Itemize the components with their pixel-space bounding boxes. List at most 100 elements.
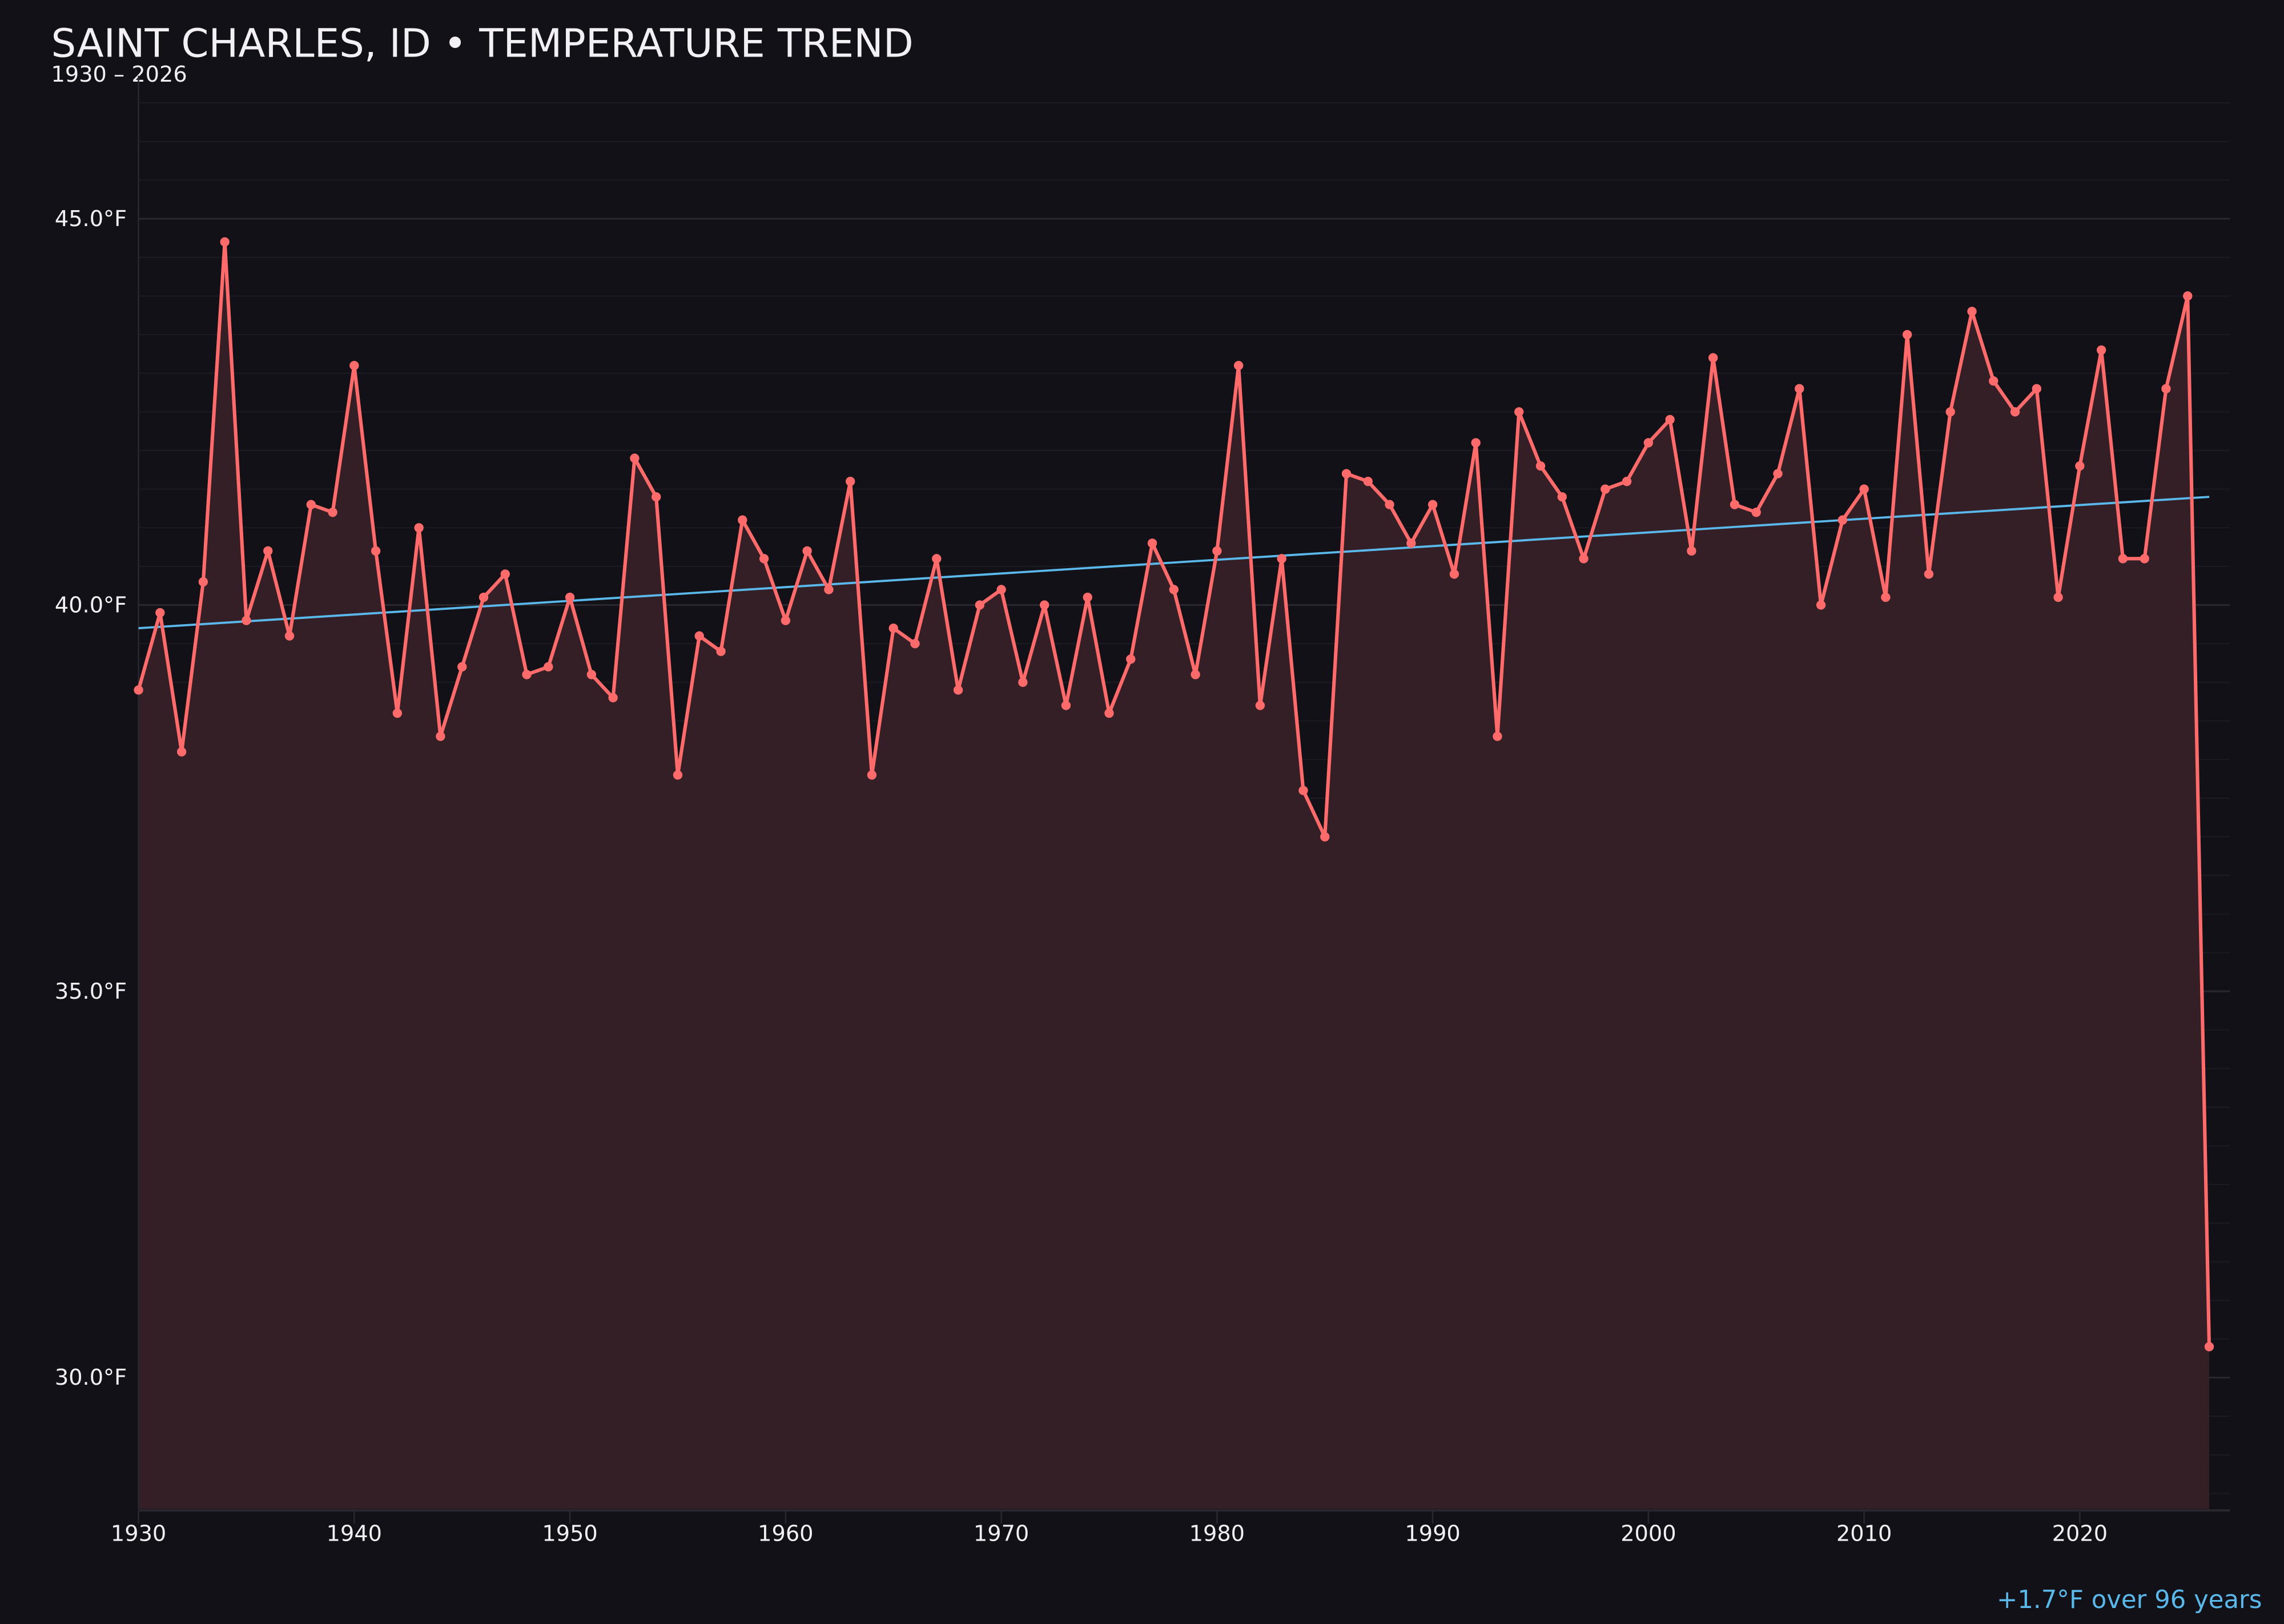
chart-subtitle: 1930 – 2026 — [51, 62, 187, 87]
data-point — [824, 585, 834, 594]
data-point — [134, 685, 143, 695]
data-point — [2161, 384, 2171, 393]
data-point — [759, 554, 769, 564]
y-axis-ticks: 30.0°F 35.0°F 40.0°F 45.0°F — [55, 206, 127, 1390]
data-point — [694, 631, 704, 641]
data-point — [1018, 677, 1028, 687]
x-tick-label: 1930 — [111, 1521, 166, 1547]
data-point — [1169, 585, 1179, 594]
data-point — [1427, 500, 1438, 509]
data-point — [1665, 415, 1675, 424]
area-fill-path — [138, 242, 2210, 1509]
data-point — [1816, 600, 1826, 610]
data-point — [392, 708, 403, 718]
x-axis-ticks: 1930 1940 1950 1960 1970 1980 1990 2000 2010 2020 — [111, 1510, 2108, 1547]
data-point — [910, 639, 920, 649]
trend-annotation: +1.7°F over 96 years — [1997, 1586, 2262, 1614]
x-tick-label: 2020 — [2052, 1521, 2108, 1547]
data-point — [1622, 476, 1632, 487]
data-point — [1924, 569, 1934, 579]
data-point — [1449, 569, 1459, 579]
data-point — [867, 770, 877, 780]
data-point — [1967, 307, 1977, 316]
data-point — [328, 508, 337, 517]
data-point — [1579, 554, 1589, 564]
data-point — [1687, 546, 1696, 556]
x-tick-label: 1970 — [974, 1521, 1029, 1547]
data-point — [932, 554, 942, 564]
data-point — [565, 592, 575, 602]
data-point — [630, 453, 640, 463]
data-point — [1471, 438, 1481, 448]
x-tick-label: 1960 — [758, 1521, 813, 1547]
x-tick-label: 1950 — [542, 1521, 597, 1547]
data-point — [2053, 592, 2063, 602]
data-point — [846, 476, 855, 487]
data-point — [1881, 592, 1891, 602]
data-point — [608, 693, 618, 703]
data-point — [349, 360, 359, 371]
y-tick-label: 35.0°F — [55, 979, 127, 1004]
data-point — [1104, 708, 1114, 718]
x-tick-label: 1980 — [1189, 1521, 1245, 1547]
data-point — [586, 670, 597, 680]
data-point — [544, 662, 553, 672]
area-fill — [138, 242, 2210, 1509]
data-point — [1989, 376, 1998, 386]
data-point — [1083, 592, 1092, 602]
data-point — [1363, 476, 1373, 487]
data-point — [1147, 538, 1157, 548]
y-tick-label: 30.0°F — [55, 1365, 127, 1390]
data-point — [284, 631, 295, 641]
data-point — [975, 600, 984, 610]
data-point — [1385, 500, 1394, 509]
data-point — [1557, 492, 1567, 502]
data-point — [1730, 500, 1740, 509]
data-point — [1535, 461, 1546, 471]
data-point — [1255, 701, 1265, 710]
y-tick-label: 40.0°F — [55, 592, 127, 618]
data-point — [2075, 461, 2085, 471]
data-point — [1039, 600, 1049, 610]
data-point — [1859, 484, 1869, 494]
data-point — [2032, 384, 2041, 393]
data-point — [522, 670, 532, 680]
trend-line — [138, 496, 2210, 630]
data-point — [1945, 407, 1955, 417]
data-point — [888, 623, 898, 633]
data-point — [738, 515, 747, 525]
data-point — [414, 523, 424, 533]
data-point — [802, 546, 812, 556]
data-point — [457, 662, 467, 672]
data-point — [1061, 701, 1071, 710]
data-point — [242, 616, 251, 625]
data-point — [500, 569, 510, 579]
data-point — [1601, 484, 1610, 494]
data-points — [134, 237, 2214, 1352]
data-point — [996, 585, 1006, 594]
data-point — [371, 546, 381, 556]
data-point — [1191, 670, 1200, 680]
data-point — [1837, 515, 1848, 525]
data-point — [1751, 508, 1761, 517]
data-point — [1795, 384, 1804, 393]
chart-title: SAINT CHARLES, ID • TEMPERATURE TREND — [51, 21, 914, 66]
data-point — [1643, 438, 1654, 448]
data-point — [2204, 1342, 2214, 1352]
axes — [138, 75, 2230, 1512]
trend-line-path — [138, 496, 2210, 630]
data-point — [1773, 469, 1783, 479]
data-point — [1126, 654, 1136, 664]
data-point — [2140, 554, 2149, 564]
data-point — [1341, 469, 1352, 479]
y-tick-label: 45.0°F — [55, 206, 127, 232]
data-point — [1493, 731, 1502, 741]
data-point — [652, 492, 661, 502]
data-point — [155, 608, 165, 618]
x-tick-label: 2000 — [1620, 1521, 1676, 1547]
data-point — [220, 237, 230, 247]
data-point — [1514, 407, 1524, 417]
data-point — [2183, 291, 2193, 301]
data-point — [2010, 407, 2020, 417]
